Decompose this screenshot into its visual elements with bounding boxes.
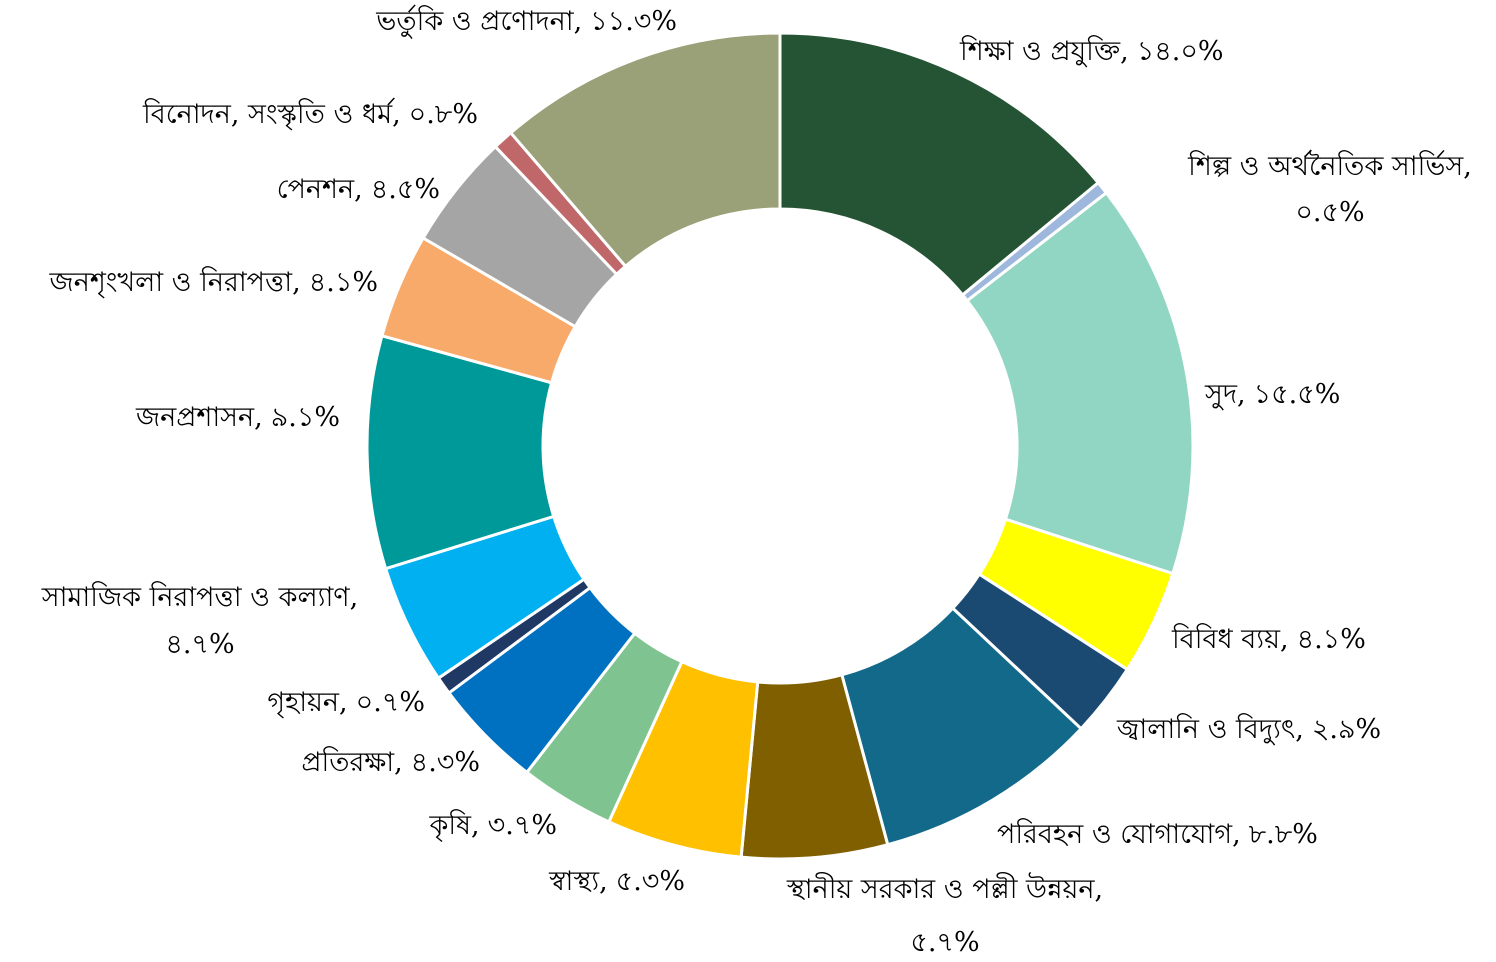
slice-value-label: ১১.৩% [590, 6, 677, 37]
label-separator: , [1295, 714, 1304, 745]
label-separator: , [1280, 624, 1289, 655]
slice-category: জনপ্রশাসন [135, 402, 255, 433]
slice-label: শিল্প ও অর্থনৈতিক সার্ভিস, ০.৫% [1187, 150, 1472, 228]
slice-category: স্বাস্থ্য [548, 866, 600, 897]
slice-category: বিবিধ ব্যয় [1171, 623, 1281, 655]
label-separator: , [1120, 36, 1129, 67]
slice-value-label: ৪.১% [309, 267, 378, 298]
donut-slice [778, 31, 1101, 298]
slice-value-label: ৫.৩% [616, 866, 685, 897]
slice-label: প্রতিরক্ষা, ৪.৩% [301, 746, 480, 778]
label-separator: , [394, 747, 403, 778]
label-separator: , [599, 866, 608, 897]
slice-category: পরিবহন ও যোগাযোগ [997, 818, 1233, 850]
slice-value-label: ৩.৭% [488, 810, 557, 841]
donut-slice [508, 31, 782, 269]
slice-label: জ্বালানি ও বিদ্যুৎ, ২.৯% [1116, 713, 1381, 745]
slice-label: গৃহায়ন, ০.৭% [267, 687, 425, 719]
slice-label: স্থানীয় সরকার ও পল্লী উন্নয়ন, ৫.৭% [786, 872, 1103, 958]
label-separator: , [1232, 819, 1241, 850]
label-separator: , [254, 402, 263, 433]
slice-category: প্রতিরক্ষা [301, 746, 395, 778]
slice-value-label: ১৫.৫% [1254, 379, 1341, 410]
slice-value-label: ১৪.০% [1137, 36, 1224, 67]
label-separator: , [1095, 874, 1104, 905]
slice-label: কৃষি, ৩.৭% [429, 809, 557, 842]
label-separator: , [350, 582, 359, 613]
slice-value-label: ০.৮% [409, 99, 478, 130]
slice-label: ভর্তুকি ও প্রণোদনা, ১১.৩% [375, 5, 677, 38]
slice-value-label: ৪.৭% [165, 629, 234, 660]
slice-value-label: ০.৭% [356, 687, 425, 718]
slice-category: শিল্প ও অর্থনৈতিক সার্ভিস [1187, 150, 1464, 182]
slice-label: জনপ্রশাসন, ৯.১% [135, 402, 340, 433]
slice-category: জনশৃংখলা ও নিরাপত্তা [49, 266, 294, 299]
slice-category: জ্বালানি ও বিদ্যুৎ [1116, 713, 1295, 745]
slice-value-label: ৪.১% [1297, 624, 1366, 655]
label-separator: , [1237, 379, 1246, 410]
slice-label: সুদ, ১৫.৫% [1204, 379, 1340, 410]
slice-label: পেনশন, ৪.৫% [277, 174, 440, 205]
slice-value-label: ২.৯% [1312, 714, 1381, 745]
slice-category: পেনশন [277, 174, 355, 205]
label-separator: , [339, 687, 348, 718]
slice-category: সামাজিক নিরাপত্তা ও কল্যাণ [41, 581, 351, 613]
slice-label: জনশৃংখলা ও নিরাপত্তা, ৪.১% [49, 266, 378, 299]
slice-value-label: ৫.৭% [910, 927, 979, 958]
donut-slice [965, 190, 1195, 576]
slice-value-label: ৯.১% [271, 402, 340, 433]
slice-value-label: ৪.৩% [411, 747, 480, 778]
slice-label: বিনোদন, সংস্কৃতি ও ধর্ম, ০.৮% [142, 98, 478, 131]
slice-category: ভর্তুকি ও প্রণোদনা [375, 5, 574, 38]
slice-category: কৃষি [429, 809, 473, 842]
label-separator: , [292, 267, 301, 298]
label-separator: , [354, 174, 363, 205]
slice-label: পরিবহন ও যোগাযোগ, ৮.৮% [997, 818, 1318, 850]
label-separator: , [1463, 151, 1472, 182]
label-separator: , [392, 99, 401, 130]
slice-label: বিবিধ ব্যয়, ৪.১% [1171, 623, 1366, 655]
slice-category: বিনোদন, সংস্কৃতি ও ধর্ম [142, 98, 395, 131]
slice-category: স্থানীয় সরকার ও পল্লী উন্নয়ন [786, 872, 1096, 905]
slice-value-label: ৪.৫% [371, 174, 440, 205]
slice-category: শিক্ষা ও প্রযুক্তি [959, 35, 1121, 67]
slice-category: গৃহায়ন [267, 687, 340, 719]
label-separator: , [574, 6, 583, 37]
slice-label: স্বাস্থ্য, ৫.৩% [548, 866, 685, 897]
slice-category: সুদ [1204, 379, 1238, 410]
slice-label: শিক্ষা ও প্রযুক্তি, ১৪.০% [959, 35, 1224, 67]
slice-value-label: ৮.৮% [1249, 819, 1318, 850]
slice-label: সামাজিক নিরাপত্তা ও কল্যাণ, ৪.৭% [41, 581, 358, 660]
slice-value-label: ০.৫% [1295, 197, 1364, 228]
label-separator: , [471, 810, 480, 841]
